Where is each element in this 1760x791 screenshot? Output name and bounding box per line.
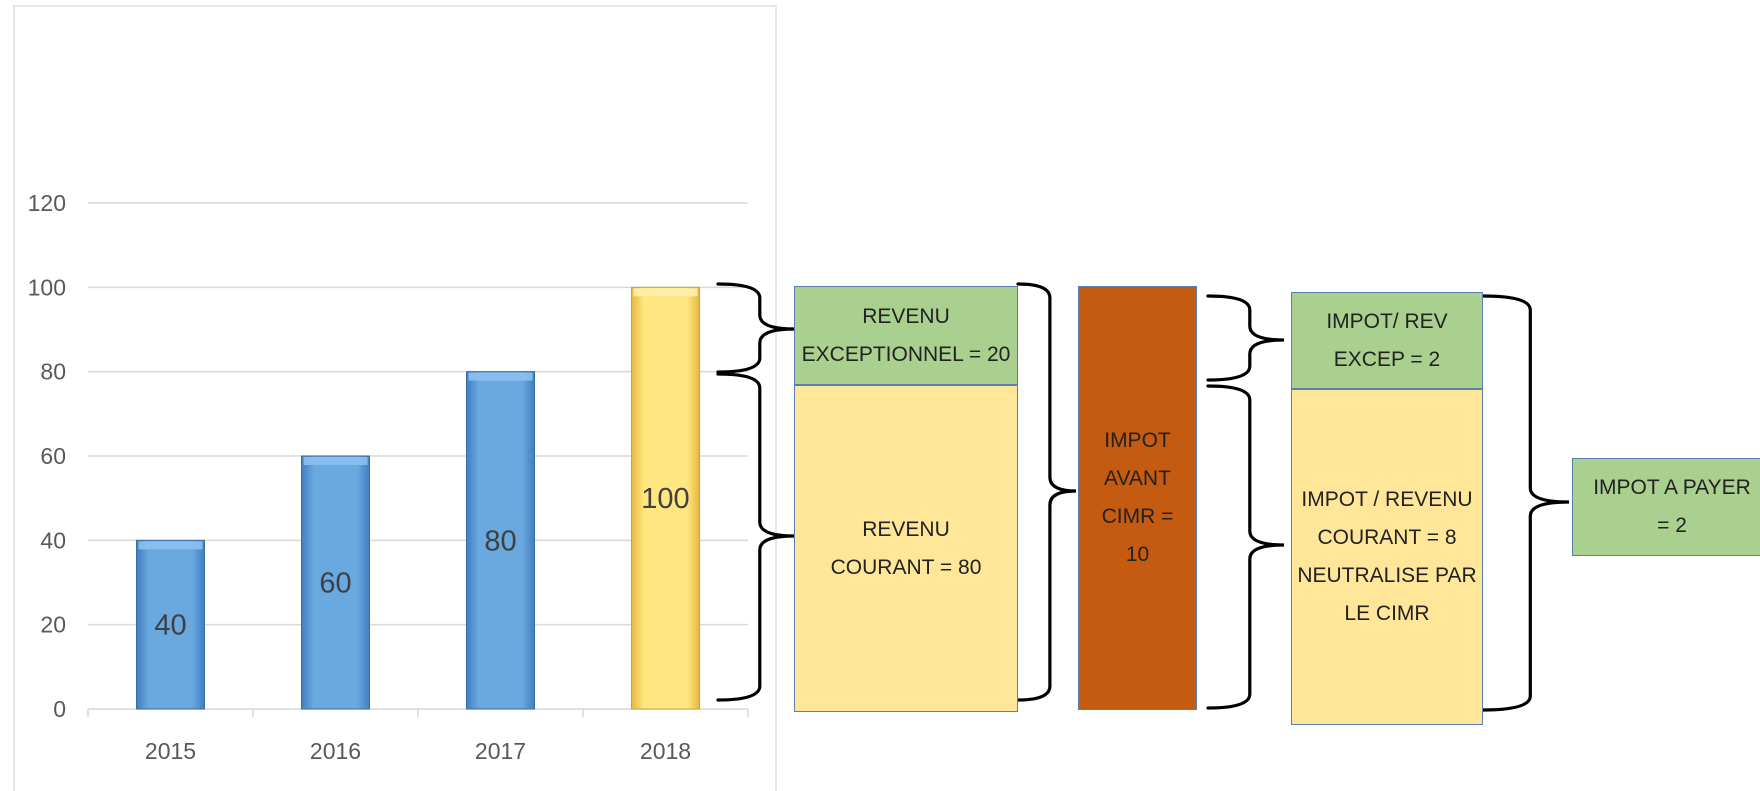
brace-impot-total bbox=[1481, 294, 1570, 712]
y-tick-label: 0 bbox=[53, 696, 66, 722]
data-label: 60 bbox=[319, 568, 351, 600]
y-tick-label: 40 bbox=[40, 527, 66, 553]
bar-2016 bbox=[301, 455, 370, 710]
brace-impot-exceptionnel bbox=[1206, 294, 1285, 382]
data-label: 100 bbox=[641, 483, 689, 515]
x-tick-label: 2015 bbox=[145, 738, 196, 764]
bar-bevel bbox=[303, 457, 368, 465]
brace-revenu-courant bbox=[716, 372, 795, 702]
brace-impot-courant bbox=[1206, 384, 1285, 710]
x-tick-label: 2016 bbox=[310, 738, 361, 764]
y-tick-label: 100 bbox=[28, 274, 66, 300]
impot-a-payer-box: IMPOT A PAYER = 2 bbox=[1572, 458, 1760, 556]
revenu-exceptionnel-box: REVENU EXCEPTIONNEL = 20 bbox=[794, 286, 1018, 385]
bar-bevel bbox=[633, 288, 698, 297]
revenu-courant-box: REVENU COURANT = 80 bbox=[794, 385, 1018, 712]
impot-revenu-courant-box: IMPOT / REVENU COURANT = 8 NEUTRALISE PA… bbox=[1291, 389, 1483, 725]
x-axis-ticks: 2015 2016 2017 2018 bbox=[145, 738, 691, 764]
bars: 40 60 80 100 bbox=[136, 286, 700, 710]
y-tick-label: 20 bbox=[40, 612, 66, 638]
y-axis-ticks: 0 20 40 60 80 100 120 bbox=[28, 190, 66, 722]
bar-2018 bbox=[631, 286, 700, 710]
x-tick-label: 2017 bbox=[475, 738, 526, 764]
bar-bevel bbox=[138, 541, 203, 550]
impot-avant-cimr-box: IMPOT AVANT CIMR = 10 bbox=[1078, 286, 1197, 710]
y-tick-label: 120 bbox=[28, 190, 66, 216]
x-tick-label: 2018 bbox=[640, 738, 691, 764]
bar-2015 bbox=[136, 539, 205, 710]
chart-frame bbox=[13, 5, 777, 791]
y-tick-label: 60 bbox=[40, 443, 66, 469]
y-tick-label: 80 bbox=[40, 359, 66, 385]
brace-revenu-exceptionnel bbox=[716, 282, 795, 374]
bar-bevel bbox=[468, 372, 533, 381]
bar-2017 bbox=[466, 371, 535, 710]
brace-revenus-total bbox=[1016, 282, 1077, 702]
data-label: 80 bbox=[484, 525, 516, 557]
data-label: 40 bbox=[154, 610, 186, 642]
impot-rev-excep-box: IMPOT/ REV EXCEP = 2 bbox=[1291, 292, 1483, 389]
